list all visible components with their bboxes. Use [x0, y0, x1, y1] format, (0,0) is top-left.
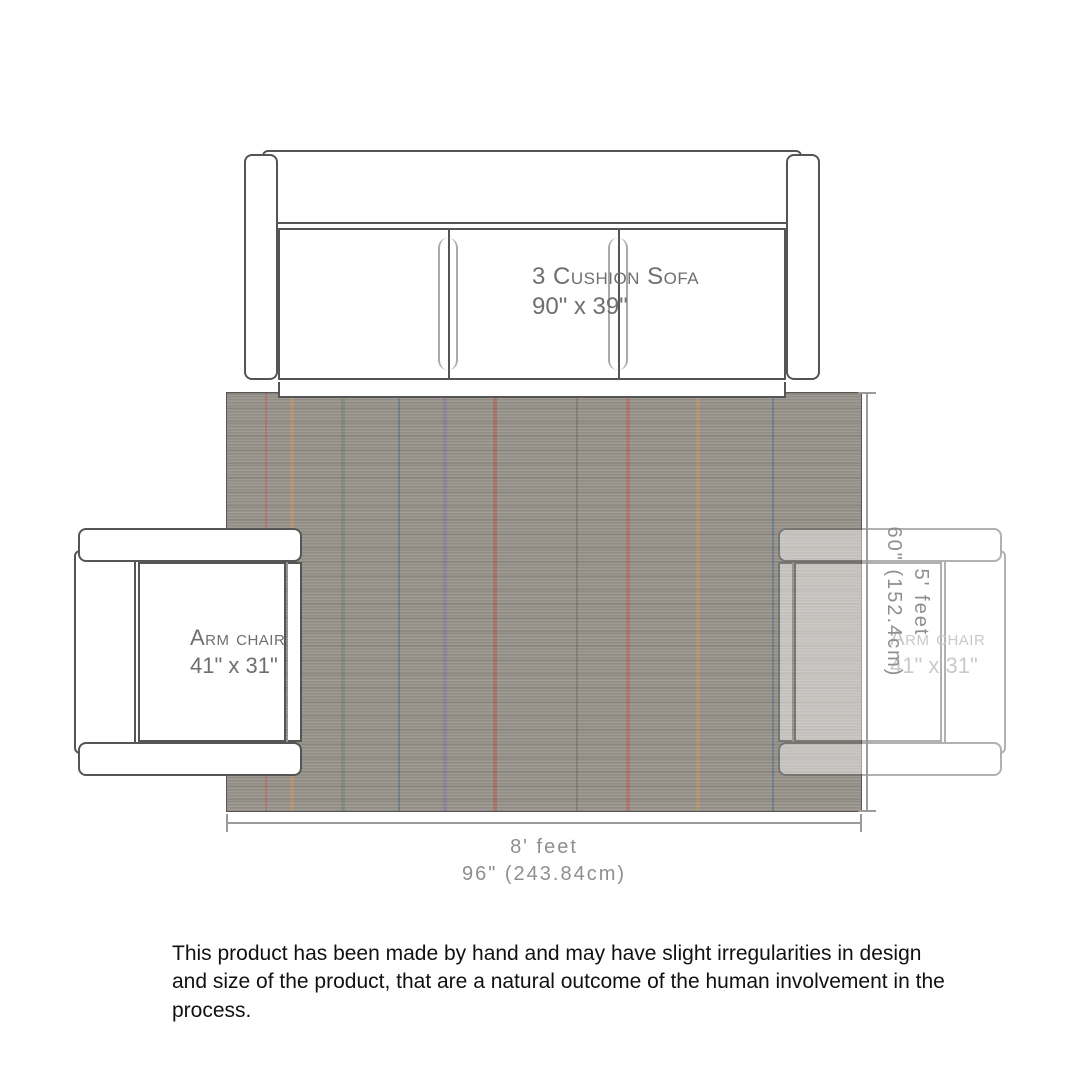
dim-height-feet: 5' feet — [910, 568, 932, 636]
chair-arm-bottom — [78, 742, 302, 776]
dimension-width: 8' feet 96" (243.84cm) — [226, 822, 862, 892]
dim-height-detail: 60" (152.4cm) — [883, 527, 905, 678]
sofa-size: 90" x 39" — [532, 292, 628, 322]
sofa-back — [262, 150, 802, 224]
chair-front-rail — [288, 562, 302, 742]
disclaimer-text: This product has been made by hand and m… — [172, 940, 950, 1025]
dim-cap — [860, 814, 862, 832]
rug-noise-texture — [227, 393, 861, 811]
dim-bar — [226, 822, 862, 824]
dim-bar — [866, 392, 868, 812]
chair-size: 41" x 31" — [190, 652, 278, 680]
chair-back — [74, 550, 136, 754]
sofa-front-rail — [278, 382, 786, 398]
sofa: 3 Cushion Sofa 90" x 39" — [244, 150, 820, 400]
sofa-title: 3 Cushion Sofa — [532, 262, 699, 292]
sofa-seat-crease — [438, 238, 458, 370]
chair-label: Arm chair 41" x 31" — [74, 624, 306, 652]
chair-arm-top — [78, 528, 302, 562]
dim-width-feet: 8' feet — [510, 836, 578, 858]
chair-front-rail — [778, 562, 792, 742]
dim-width-text: 8' feet 96" (243.84cm) — [226, 834, 862, 888]
dim-cap — [858, 392, 876, 394]
dim-height-text: 5' feet 60" (152.4cm) — [880, 527, 934, 678]
sofa-label: 3 Cushion Sofa 90" x 39" — [244, 262, 820, 292]
rug — [226, 392, 862, 812]
dim-width-detail: 96" (243.84cm) — [462, 863, 626, 885]
dimension-height: 5' feet 60" (152.4cm) — [866, 392, 986, 812]
dim-cap — [858, 810, 876, 812]
chair-title: Arm chair — [190, 624, 285, 652]
armchair-left: Arm chair 41" x 31" — [74, 528, 306, 776]
rug-size-diagram: 3 Cushion Sofa 90" x 39" Arm chair 41" x… — [0, 0, 1080, 1080]
dim-cap — [226, 814, 228, 832]
